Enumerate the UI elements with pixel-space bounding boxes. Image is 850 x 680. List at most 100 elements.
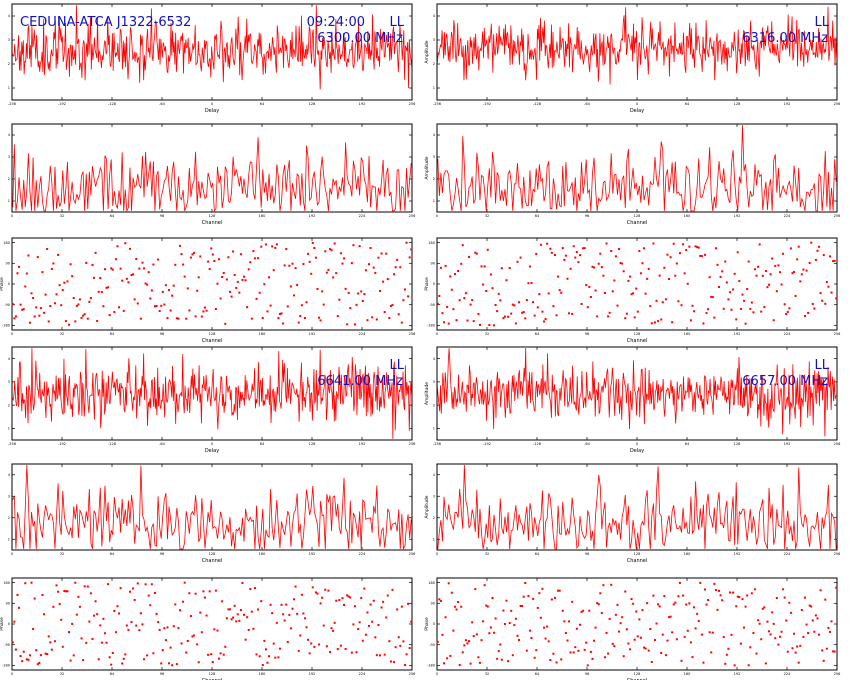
phase-point <box>814 258 817 261</box>
phase-point <box>603 656 606 659</box>
phase-point <box>146 654 149 657</box>
phase-point <box>708 631 711 634</box>
phase-point <box>278 313 281 316</box>
phase-point <box>58 284 61 287</box>
phase-point <box>768 283 771 286</box>
phase-point <box>380 252 383 255</box>
phase-point <box>636 310 639 313</box>
y-tick-label: 2 <box>8 403 10 407</box>
phase-point <box>396 258 399 261</box>
y-tick-label: 2 <box>8 62 10 66</box>
phase-point <box>122 309 125 312</box>
phase-point <box>50 648 53 651</box>
phase-point <box>708 276 711 279</box>
phase-point <box>755 652 758 655</box>
phase-point <box>593 639 596 642</box>
phase-point <box>25 658 28 661</box>
phase-point <box>218 258 221 261</box>
x-tick-label: 96 <box>585 672 589 676</box>
x-tick-label: 0 <box>11 332 13 336</box>
phase-point <box>474 588 477 591</box>
phase-point <box>89 592 92 595</box>
phase-point <box>336 648 339 651</box>
phase-point <box>291 262 294 265</box>
phase-point <box>211 661 214 664</box>
x-tick-label: -128 <box>533 442 541 446</box>
phase-point <box>133 298 136 301</box>
phase-point <box>143 658 146 661</box>
x-tick-label: -64 <box>159 442 165 446</box>
phase-point <box>47 635 50 638</box>
phase-point <box>446 305 449 308</box>
phase-point <box>511 654 514 657</box>
phase-point <box>757 265 760 268</box>
phase-point <box>277 656 280 659</box>
phase-point <box>469 662 472 665</box>
phase-point <box>58 602 61 605</box>
phase-point <box>155 304 158 307</box>
phase-point <box>441 312 444 315</box>
phase-point <box>297 321 300 324</box>
phase-point <box>660 318 663 321</box>
phase-point <box>230 295 233 298</box>
phase-point <box>141 623 144 626</box>
phase-point <box>707 598 710 601</box>
phase-point <box>407 602 410 605</box>
phase-point <box>458 299 461 302</box>
phase-point <box>289 285 292 288</box>
phase-point <box>180 253 183 256</box>
phase-point <box>607 652 610 655</box>
phase-point <box>758 243 761 246</box>
phase-point <box>157 258 160 261</box>
phase-point <box>527 594 530 597</box>
phase-point <box>496 657 499 660</box>
phase-point <box>786 310 789 313</box>
phase-point <box>566 639 569 642</box>
phase-point <box>669 256 672 259</box>
phase-point <box>160 304 163 307</box>
phase-point <box>241 581 244 584</box>
phase-point <box>457 600 460 603</box>
phase-point <box>133 598 136 601</box>
phase-point <box>714 589 717 592</box>
phase-point <box>13 317 16 320</box>
phase-point <box>458 664 461 667</box>
phase-point <box>658 605 661 608</box>
y-tick-label: -90 <box>4 303 10 307</box>
x-tick-label: 64 <box>110 214 115 218</box>
phase-point <box>674 274 677 277</box>
phase-point <box>730 633 733 636</box>
x-tick-label: 96 <box>160 552 164 556</box>
phase-point <box>777 643 780 646</box>
phase-point <box>478 661 481 664</box>
phase-point <box>118 306 121 309</box>
x-tick-label: 256 <box>409 102 416 106</box>
phase-point <box>616 603 619 606</box>
phase-point <box>180 642 183 645</box>
phase-point <box>57 253 60 256</box>
y-tick-label: -180 <box>427 324 435 328</box>
phase-point <box>196 643 199 646</box>
phase-point <box>338 298 341 301</box>
x-tick-label: 128 <box>634 672 641 676</box>
phase-point <box>750 301 753 304</box>
phase-point <box>299 634 302 637</box>
phase-point <box>186 639 189 642</box>
x-tick-label: 224 <box>784 672 791 676</box>
phase-point <box>294 267 297 270</box>
phase-point <box>605 631 608 634</box>
phase-point <box>275 243 278 246</box>
phase-point <box>388 640 391 643</box>
phase-point <box>828 255 831 258</box>
phase-point <box>385 252 388 255</box>
phase-point <box>449 654 452 657</box>
phase-point <box>757 619 760 622</box>
phase-point <box>136 302 139 305</box>
phase-point <box>760 310 763 313</box>
phase-point <box>486 248 489 251</box>
phase-point <box>463 644 466 647</box>
phase-point <box>688 602 691 605</box>
phase-point <box>41 593 44 596</box>
phase-point <box>174 263 177 266</box>
phase-point <box>646 602 649 605</box>
